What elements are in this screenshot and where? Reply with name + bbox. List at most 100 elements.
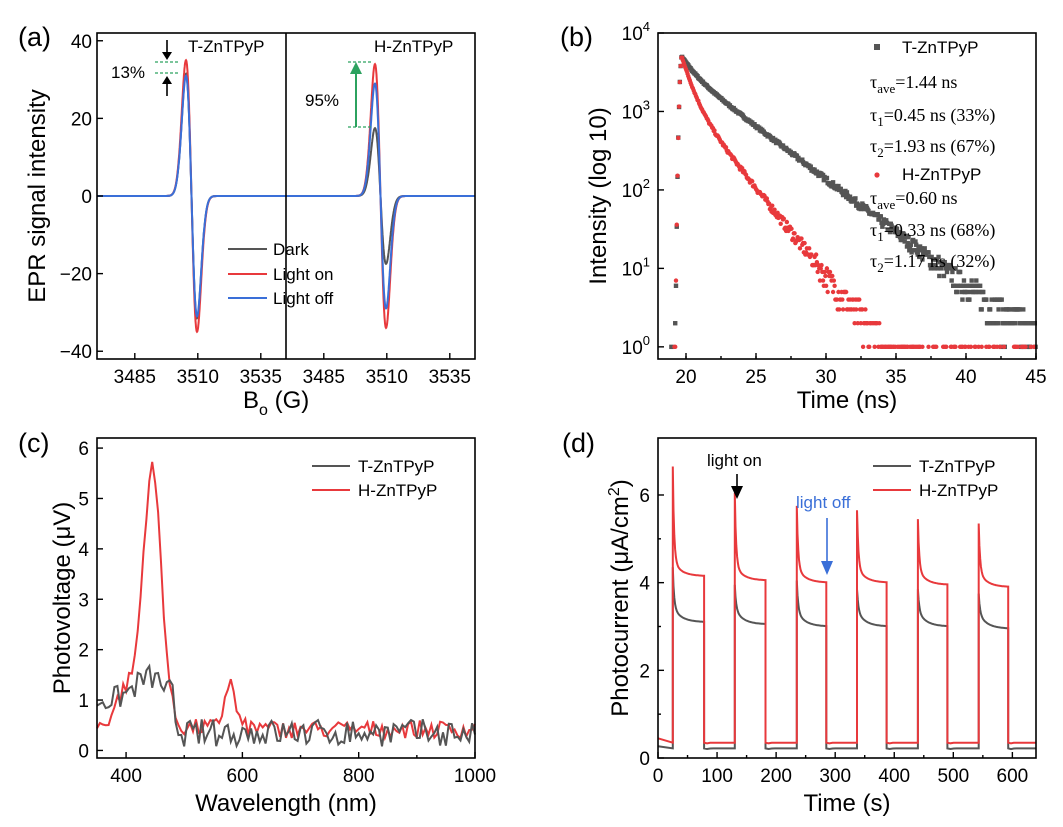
h-tau-1: τ1=0.33 ns (68%) (870, 220, 995, 244)
decay-point (941, 273, 947, 279)
panel-d: (d) 0 100 200 300 400 500 600 0 2 4 6 Photocurrent… (562, 428, 1037, 817)
decay-point (976, 344, 981, 350)
decay-point (789, 226, 794, 231)
decay-point (822, 269, 827, 275)
decay-point (1032, 321, 1038, 326)
decay-point (1007, 307, 1012, 312)
panel-d-frame (657, 437, 1037, 759)
pv-t-zntpyp-line (96, 663, 476, 749)
d-ytick-label: 4 (639, 574, 650, 595)
decay-point (994, 297, 1000, 302)
decay-point (858, 321, 863, 326)
decay-point (770, 203, 775, 208)
decay-point (830, 180, 836, 185)
decay-t-zntpyp (669, 54, 1038, 350)
legend-d-h-label: H-ZnTPyP (919, 481, 998, 500)
decay-point (836, 183, 841, 189)
decay-point (948, 266, 954, 271)
decay-point (961, 283, 966, 288)
decay-point (907, 246, 913, 251)
d-xtick-label: 100 (701, 766, 733, 787)
decay-point (910, 237, 916, 243)
decay-point (935, 266, 940, 271)
panel-b-plot (669, 54, 1038, 350)
decay-point (823, 273, 828, 279)
a-xtick-label: 3535 (429, 367, 471, 388)
decay-point (859, 206, 864, 211)
a-ytick-label: −20 (60, 265, 92, 286)
epr-light-off-1 (97, 74, 286, 318)
decay-point (899, 233, 904, 239)
a-xtick-label: 3510 (177, 367, 219, 388)
panel-c-ylabel: Photovoltage (μV) (49, 502, 76, 695)
decay-point (928, 266, 934, 271)
decay-point (887, 229, 893, 235)
decay-point (969, 278, 974, 283)
decay-point (863, 307, 868, 312)
decay-point (853, 307, 859, 312)
h-tau-2: τ2=1.17 ns (32%) (870, 251, 995, 275)
decay-point (809, 252, 814, 257)
legend-t-label: T-ZnTPyP (902, 38, 979, 57)
legend-dark-label: Dark (273, 240, 309, 259)
decay-point (860, 344, 866, 350)
decay-point (847, 194, 853, 199)
decay-point (957, 269, 963, 275)
decay-point (1028, 344, 1034, 350)
decay-point (886, 227, 891, 233)
decay-point (979, 307, 984, 312)
decay-point (825, 289, 830, 295)
decay-point (1010, 321, 1015, 326)
decay-point (913, 239, 918, 244)
decay-point (1017, 307, 1022, 312)
c-xtick-label: 1000 (454, 766, 496, 787)
d-ytick-label: 6 (639, 486, 650, 507)
decay-point (750, 179, 755, 184)
b-xtick-label: 25 (745, 367, 766, 388)
decay-point (919, 246, 924, 251)
decay-point (987, 307, 993, 312)
decay-point (860, 307, 865, 312)
decay-point (1015, 344, 1021, 350)
panel-c-xlabel: Wavelength (nm) (195, 790, 377, 817)
decay-point (975, 283, 981, 288)
decay-point (904, 244, 910, 249)
pv-h-zntpyp-line (96, 461, 476, 742)
decay-point (949, 278, 954, 283)
decay-point (675, 173, 680, 178)
decay-point (968, 344, 974, 350)
decay-point (996, 307, 1001, 312)
decay-point (840, 297, 845, 302)
decay-point (799, 236, 804, 241)
decay-point (807, 246, 812, 251)
decay-point (912, 248, 917, 253)
annotation-95pct-text: 95% (305, 91, 339, 110)
decay-point (766, 201, 772, 206)
d-xtick-label: 200 (760, 766, 792, 787)
decay-point (836, 289, 841, 295)
decay-point (872, 344, 877, 350)
decay-point (677, 79, 683, 85)
legend-h-marker (874, 172, 880, 178)
b-ytick-label: 100 (622, 333, 650, 359)
decay-point (922, 246, 927, 251)
decay-point (813, 252, 819, 257)
decay-point (920, 257, 925, 262)
annotation-13pct-text: 13% (111, 63, 145, 82)
decay-point (880, 224, 885, 229)
b-xtick-label: 30 (815, 367, 836, 388)
decay-point (989, 297, 994, 302)
decay-point (896, 229, 901, 235)
a-xtick-label: 3535 (240, 367, 282, 388)
decay-point (997, 344, 1003, 350)
photocurrent-h-zntpyp-line (657, 466, 1036, 745)
c-xtick-label: 400 (110, 766, 142, 787)
decay-point (906, 234, 911, 240)
decay-point (843, 289, 849, 295)
panel-c-legend: T-ZnTPyP H-ZnTPyP (312, 457, 437, 500)
decay-point (815, 269, 820, 275)
decay-point (669, 344, 674, 350)
decay-point (920, 344, 925, 350)
decay-point (838, 186, 843, 192)
decay-point (973, 344, 978, 350)
